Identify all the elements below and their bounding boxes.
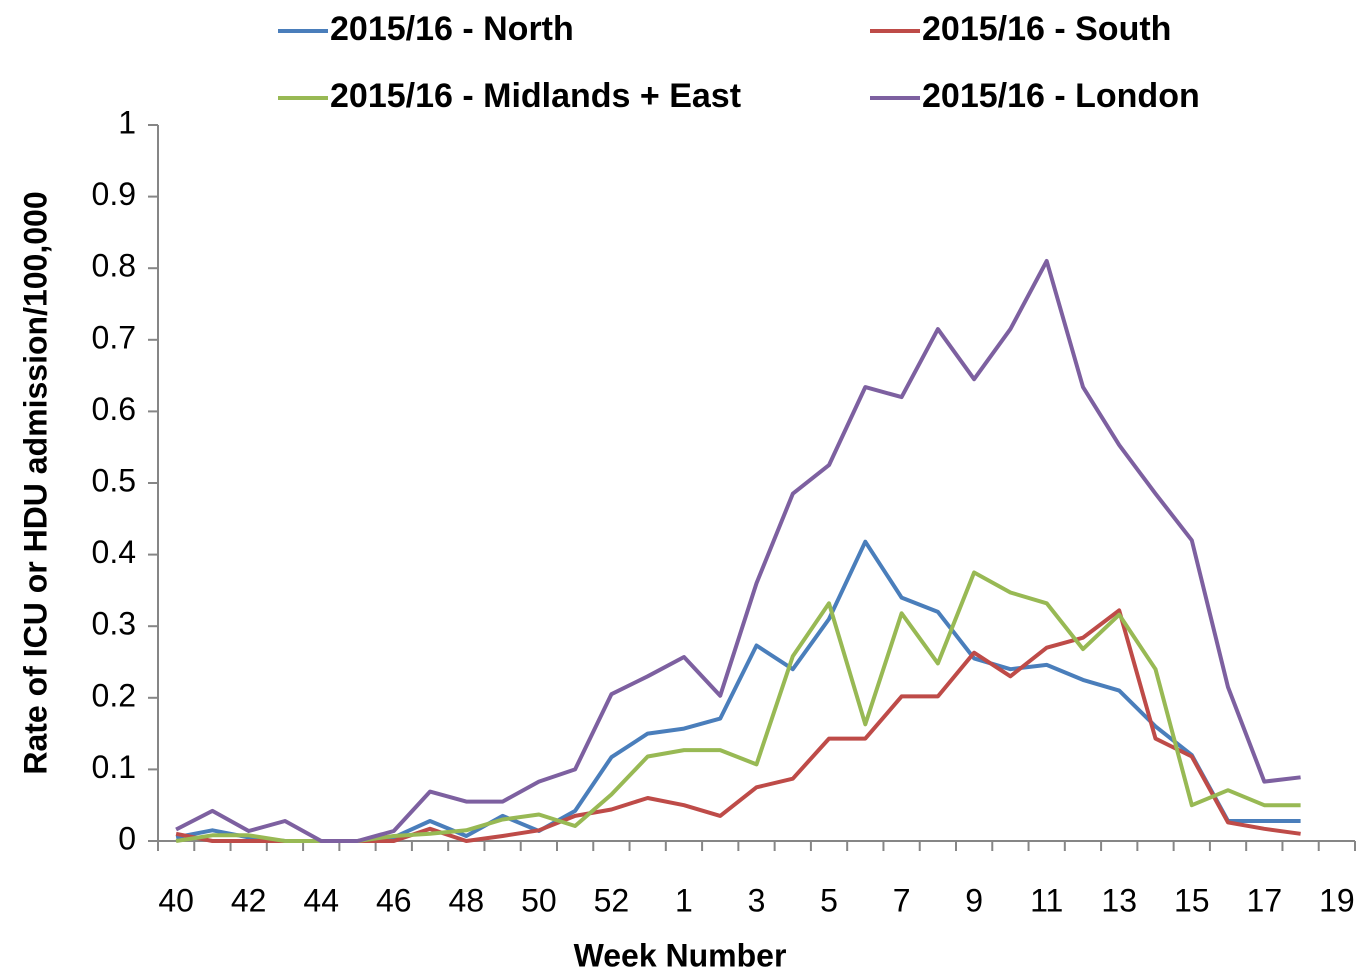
x-axis-title: Week Number	[574, 937, 787, 973]
y-tick-label: 0.9	[92, 176, 136, 212]
y-tick-label: 0.6	[92, 391, 136, 427]
x-tick-label: 50	[521, 882, 557, 918]
y-tick-label: 0.3	[92, 606, 136, 642]
x-tick-label: 52	[594, 882, 630, 918]
x-tick-label: 44	[303, 882, 339, 918]
x-tick-label: 17	[1247, 882, 1283, 918]
legend-label: 2015/16 - London	[922, 77, 1200, 115]
x-tick-label: 13	[1101, 882, 1137, 918]
x-tick-label: 7	[893, 882, 911, 918]
x-tick-label: 3	[748, 882, 766, 918]
legend-label: 2015/16 - Midlands + East	[330, 77, 741, 115]
x-tick-label: 1	[675, 882, 693, 918]
y-tick-label: 0.5	[92, 462, 136, 498]
x-tick-label: 15	[1174, 882, 1210, 918]
series-line	[175, 259, 1301, 843]
y-tick-label: 0.2	[92, 677, 136, 713]
x-tick-label: 46	[376, 882, 412, 918]
y-tick-label: 0.4	[92, 534, 136, 570]
x-tick-label: 11	[1030, 882, 1063, 918]
x-tick-label: 5	[820, 882, 838, 918]
legend-label: 2015/16 - South	[922, 10, 1171, 48]
y-tick-label: 1	[118, 104, 136, 140]
y-tick-label: 0.1	[92, 749, 136, 785]
x-tick-label: 9	[965, 882, 983, 918]
x-tick-label: 19	[1319, 882, 1355, 918]
y-tick-label: 0.7	[92, 319, 136, 355]
y-tick-label: 0.8	[92, 248, 136, 284]
legend-label: 2015/16 - North	[330, 10, 574, 48]
x-tick-label: 42	[231, 882, 267, 918]
y-axis-title: Rate of ICU or HDU admission/100,000	[17, 191, 53, 774]
y-tick-label: 0	[118, 820, 136, 856]
x-tick-label: 48	[449, 882, 485, 918]
x-tick-label: 40	[158, 882, 194, 918]
series-line	[175, 539, 1301, 843]
